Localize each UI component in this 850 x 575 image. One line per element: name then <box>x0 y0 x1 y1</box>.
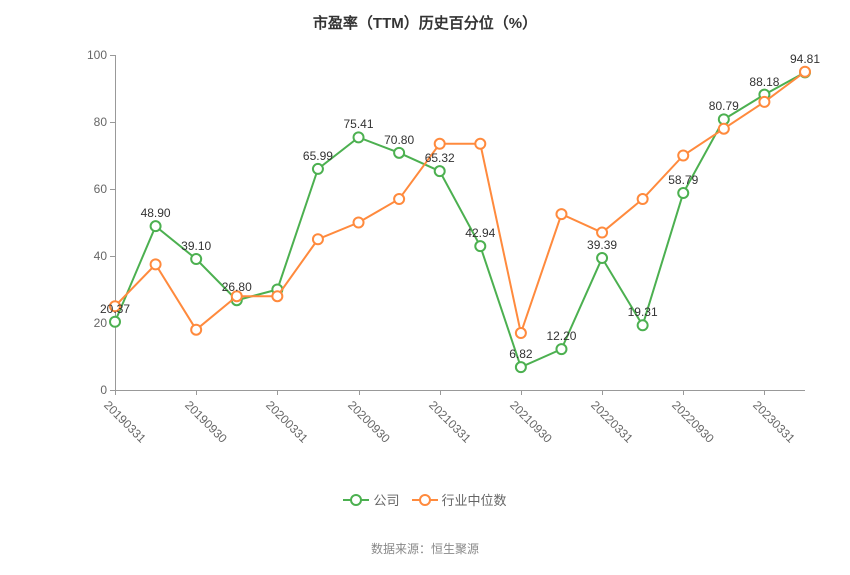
series-line-行业中位数 <box>115 72 805 333</box>
x-tick-label: 20210331 <box>426 398 474 446</box>
series-marker <box>151 259 161 269</box>
x-tick-mark <box>521 390 522 395</box>
x-tick-mark <box>764 390 765 395</box>
x-tick-label: 20190930 <box>182 398 230 446</box>
series-marker <box>638 320 648 330</box>
series-marker <box>232 291 242 301</box>
series-marker <box>435 139 445 149</box>
series-marker <box>475 139 485 149</box>
series-marker <box>475 241 485 251</box>
series-marker <box>435 166 445 176</box>
series-marker <box>110 317 120 327</box>
x-tick-mark <box>359 390 360 395</box>
series-marker <box>597 253 607 263</box>
legend-label: 行业中位数 <box>442 490 507 509</box>
x-tick-label: 20210930 <box>507 398 555 446</box>
x-tick-label: 20200930 <box>345 398 393 446</box>
x-tick-label: 20230331 <box>751 398 799 446</box>
legend-item[interactable]: 公司 <box>343 490 399 509</box>
series-marker <box>597 228 607 238</box>
series-marker <box>110 301 120 311</box>
series-marker <box>516 328 526 338</box>
x-tick-mark <box>440 390 441 395</box>
series-marker <box>678 188 688 198</box>
legend-swatch-icon <box>343 493 369 507</box>
x-tick-mark <box>196 390 197 395</box>
series-marker <box>272 291 282 301</box>
chart-svg <box>115 55 805 390</box>
chart-legend: 公司 行业中位数 <box>0 490 850 509</box>
chart-source: 数据来源：恒生聚源 <box>0 540 850 557</box>
x-axis <box>115 390 805 391</box>
series-marker <box>516 362 526 372</box>
series-marker <box>800 67 810 77</box>
series-marker <box>678 151 688 161</box>
series-marker <box>313 234 323 244</box>
series-marker <box>638 194 648 204</box>
x-tick-label: 20220331 <box>588 398 636 446</box>
series-marker <box>191 254 201 264</box>
x-tick-mark <box>115 390 116 395</box>
series-marker <box>191 325 201 335</box>
chart-title: 市盈率（TTM）历史百分位（%） <box>0 12 850 33</box>
series-marker <box>151 221 161 231</box>
series-marker <box>394 194 404 204</box>
series-marker <box>719 124 729 134</box>
series-marker <box>759 97 769 107</box>
legend-swatch-icon <box>412 493 438 507</box>
x-tick-mark <box>683 390 684 395</box>
plot-area: 0204060801002019033120190930202003312020… <box>115 55 805 390</box>
pe-percentile-chart: 市盈率（TTM）历史百分位（%） 02040608010020190331201… <box>0 0 850 575</box>
legend-item[interactable]: 行业中位数 <box>412 490 507 509</box>
x-tick-mark <box>277 390 278 395</box>
series-marker <box>394 148 404 158</box>
x-tick-label: 20200331 <box>263 398 311 446</box>
series-marker <box>556 209 566 219</box>
x-tick-label: 20190331 <box>101 398 149 446</box>
x-tick-mark <box>602 390 603 395</box>
series-marker <box>354 132 364 142</box>
series-marker <box>354 218 364 228</box>
legend-label: 公司 <box>373 490 399 509</box>
series-marker <box>313 164 323 174</box>
series-line-公司 <box>115 72 805 367</box>
x-tick-label: 20220930 <box>669 398 717 446</box>
series-marker <box>556 344 566 354</box>
